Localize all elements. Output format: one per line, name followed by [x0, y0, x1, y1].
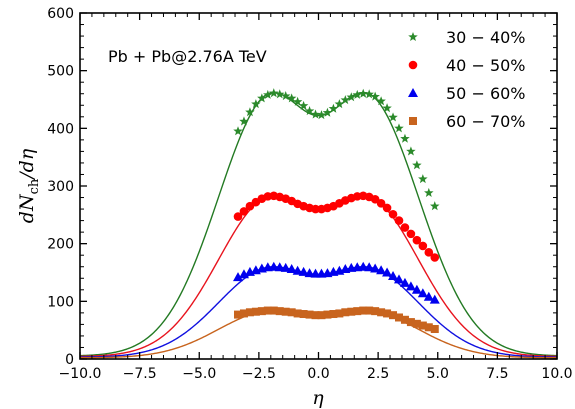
y-axis-title-tail: /dη [16, 148, 38, 181]
data-markers [233, 88, 440, 333]
series-30-40 [233, 88, 439, 210]
y-tick-label: 300 [47, 179, 74, 195]
y-tick-label: 100 [47, 294, 74, 310]
data-point [394, 123, 404, 132]
data-point [275, 89, 285, 98]
series-50-60 [233, 262, 440, 304]
legend-item-50-60: 50 − 60% [408, 84, 526, 103]
x-tick-label: −5.0 [182, 366, 216, 382]
data-point [401, 223, 410, 232]
y-axis-title-main: dN [16, 193, 38, 223]
data-point [383, 204, 392, 213]
legend-marker [408, 32, 418, 41]
data-point [376, 96, 386, 105]
x-axis-title: η [312, 387, 324, 409]
legend-marker [409, 61, 418, 70]
data-point [395, 216, 404, 225]
legend-label: 40 − 50% [446, 56, 526, 75]
data-point [419, 242, 428, 251]
legend-label: 50 − 60% [446, 84, 526, 103]
y-tick-label: 500 [47, 64, 74, 80]
y-axis-title: dNch/dη [16, 148, 42, 223]
series-40-50 [234, 192, 439, 262]
x-tick-label: 10.0 [541, 366, 572, 382]
svg-text:dNch/dη: dNch/dη [16, 148, 42, 223]
y-tick-label: 200 [47, 237, 74, 253]
x-tick-label: 0.0 [307, 366, 329, 382]
data-point [430, 201, 440, 210]
x-tick-label: −2.5 [242, 366, 276, 382]
annotation-text: Pb + Pb@2.76A TeV [108, 47, 267, 66]
data-point [389, 210, 398, 219]
data-point [239, 116, 249, 125]
x-tick-label: 7.5 [486, 366, 508, 382]
series-60-70 [234, 307, 439, 333]
x-tick-label: −10.0 [59, 366, 102, 382]
legend-marker [408, 88, 418, 97]
x-tick-label: −7.5 [123, 366, 157, 382]
data-point [424, 188, 434, 197]
legend-label: 60 − 70% [446, 112, 526, 131]
data-point [418, 174, 428, 183]
legend-marker [409, 117, 417, 125]
y-tick-label: 400 [47, 121, 74, 137]
data-point [400, 134, 410, 143]
y-tick-label: 600 [47, 6, 74, 22]
data-point [430, 253, 439, 262]
legend-item-40-50: 40 − 50% [409, 56, 526, 75]
legend-item-30-40: 30 − 40% [408, 28, 525, 47]
legend-item-60-70: 60 − 70% [409, 112, 526, 131]
legend-label: 30 − 40% [446, 28, 526, 47]
x-tick-label: 2.5 [367, 366, 389, 382]
y-axis-title-sub: ch [27, 178, 42, 194]
data-point [407, 230, 416, 239]
data-point [406, 146, 416, 155]
data-point [431, 325, 439, 333]
data-point [412, 160, 422, 169]
x-tick-label: 5.0 [427, 366, 449, 382]
legend: 30 − 40% 40 − 50% 50 − 60% 60 − 70% [408, 28, 526, 131]
data-point [299, 101, 309, 110]
y-tick-label: 0 [65, 352, 74, 368]
